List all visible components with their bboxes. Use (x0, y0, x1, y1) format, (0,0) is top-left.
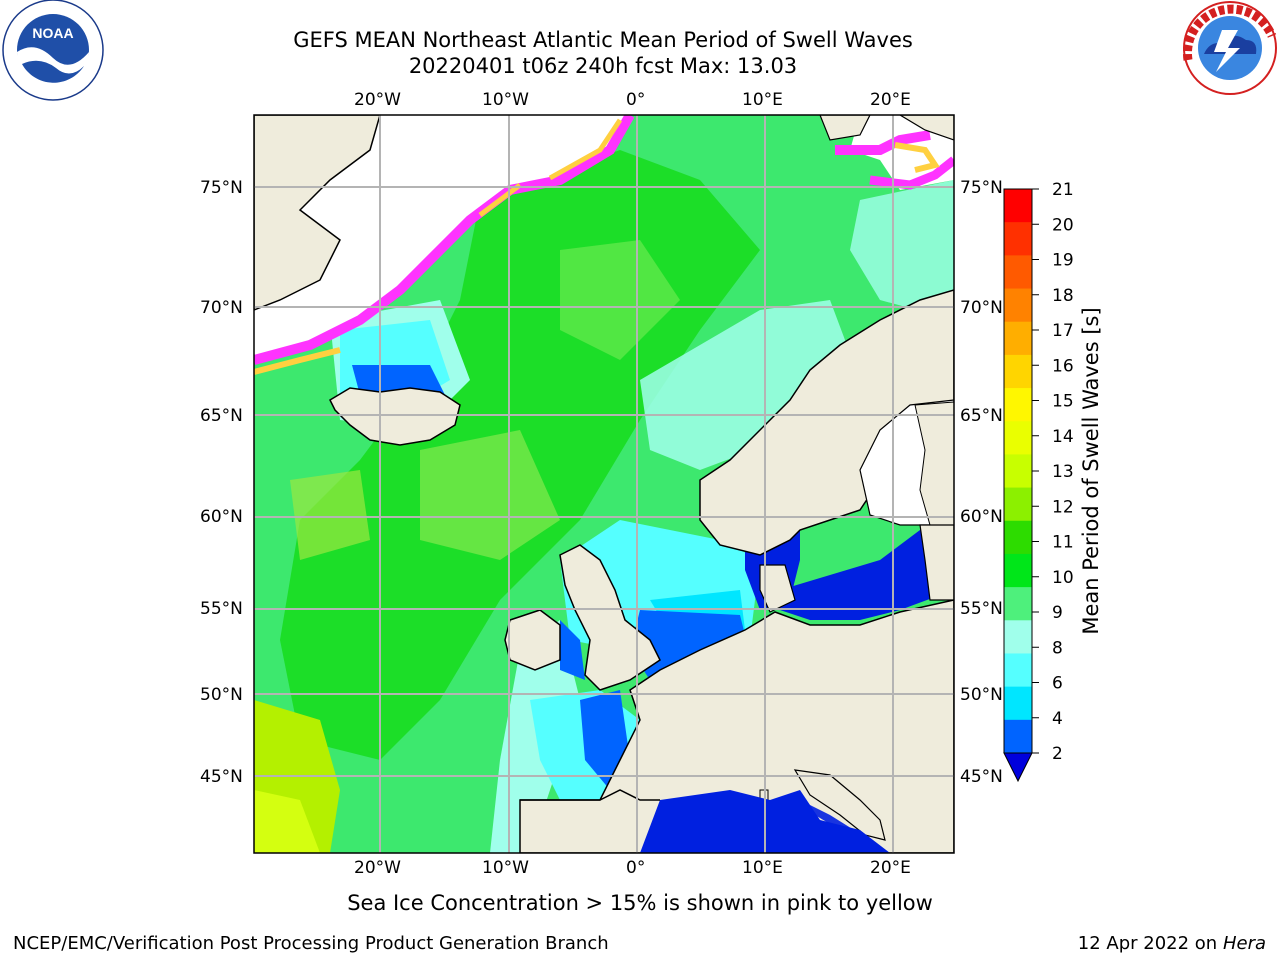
footer-date: 12 Apr 2022 on Hera (1078, 933, 1266, 954)
lat-tick-left: 50°N (200, 685, 243, 705)
colorbar-segment (1004, 388, 1032, 422)
lon-tick-bottom: 20°E (870, 858, 911, 878)
lat-tick-right: 65°N (960, 406, 1003, 426)
lat-tick-left: 65°N (200, 406, 243, 426)
colorbar-tick-label: 16 (1052, 356, 1074, 376)
lon-tick-top: 10°W (482, 90, 529, 110)
colorbar-label: Mean Period of Swell Waves [s] (1079, 307, 1103, 634)
colorbar-segment (1004, 719, 1032, 754)
footer-date-text: 12 Apr 2022 on (1077, 933, 1223, 954)
lat-tick-right: 55°N (960, 599, 1003, 619)
colorbar-segment (1004, 686, 1032, 721)
colorbar-tick-label: 19 (1052, 251, 1074, 271)
colorbar-tick-label: 14 (1052, 427, 1074, 447)
colorbar-segment (1004, 454, 1032, 489)
colorbar-tick-label: 17 (1052, 321, 1074, 341)
lat-tick-left: 70°N (200, 298, 243, 318)
colorbar-tick-label: 15 (1052, 392, 1074, 412)
sea-ice-caption: Sea Ice Concentration > 15% is shown in … (347, 891, 933, 915)
lon-tick-bottom: 0° (626, 858, 646, 878)
colorbar-tick-label: 9 (1052, 603, 1063, 623)
lon-tick-bottom: 10°W (482, 858, 529, 878)
lat-tick-right: 60°N (960, 507, 1003, 527)
chart-subtitle: 20220401 t06z 240h fcst Max: 13.03 (408, 54, 798, 78)
colorbar-extend-arrow (1003, 752, 1033, 783)
colorbar-ticks: 21 20 19 18 17 16 15 14 13 12 11 10 9 8 6 4 2 (1032, 180, 1074, 764)
colorbar (1004, 189, 1032, 754)
colorbar-segment (1004, 487, 1032, 522)
colorbar-tick-label: 4 (1052, 709, 1063, 729)
colorbar-segment (1004, 421, 1032, 455)
lat-tick-left: 60°N (200, 507, 243, 527)
lon-tick-top: 0° (626, 90, 646, 110)
colorbar-segment (1004, 587, 1032, 621)
lat-tick-left: 75°N (200, 178, 243, 198)
lat-tick-left: 55°N (200, 599, 243, 619)
footer-machine: Hera (1222, 933, 1266, 954)
greenland-land (254, 115, 381, 311)
lon-tick-bottom: 20°W (354, 858, 401, 878)
colorbar-segment (1004, 520, 1032, 555)
lon-tick-top: 20°E (870, 90, 911, 110)
lon-tick-bottom: 10°E (742, 858, 783, 878)
colorbar-tick-label: 10 (1052, 568, 1074, 588)
lat-tick-right: 70°N (960, 298, 1003, 318)
graticule (254, 115, 954, 853)
colorbar-segment (1004, 653, 1032, 688)
lon-tick-top: 10°E (742, 90, 783, 110)
colorbar-tick-label: 2 (1052, 744, 1063, 764)
lon-tick-top: 20°W (354, 90, 401, 110)
colorbar-segment (1004, 620, 1032, 654)
colorbar-tick-label: 6 (1052, 674, 1063, 694)
colorbar-tick-label: 21 (1052, 180, 1074, 200)
colorbar-tick-label: 20 (1052, 215, 1074, 235)
colorbar-tick-label: 8 (1052, 638, 1063, 658)
colorbar-tick-label: 11 (1052, 533, 1074, 553)
colorbar-tick-label: 12 (1052, 497, 1074, 517)
colorbar-segment (1004, 222, 1032, 256)
colorbar-segment (1004, 553, 1032, 588)
map-frame (253, 114, 955, 854)
greenland-ice (254, 115, 630, 355)
lat-tick-right: 75°N (960, 178, 1003, 198)
colorbar-segment (1004, 288, 1032, 323)
chart-title: GEFS MEAN Northeast Atlantic Mean Period… (293, 28, 913, 52)
colorbar-tick-label: 13 (1052, 462, 1074, 482)
britain-land (559, 544, 661, 691)
colorbar-tick-label: 18 (1052, 286, 1074, 306)
lat-tick-right: 45°N (960, 767, 1003, 787)
lat-tick-left: 45°N (200, 767, 243, 787)
colorbar-segment (1004, 189, 1032, 223)
colorbar-segment (1004, 255, 1032, 290)
lat-tick-right: 50°N (960, 685, 1003, 705)
footer-branch: NCEP/EMC/Verification Post Processing Pr… (13, 933, 609, 954)
colorbar-segment (1004, 354, 1032, 389)
map-plot (254, 115, 954, 853)
noaa-logo: NOAA (2, 0, 104, 101)
colorbar-segment (1004, 321, 1032, 356)
nws-logo (1182, 0, 1278, 96)
ireland-land (504, 609, 561, 671)
noaa-logo-text: NOAA (32, 25, 73, 41)
